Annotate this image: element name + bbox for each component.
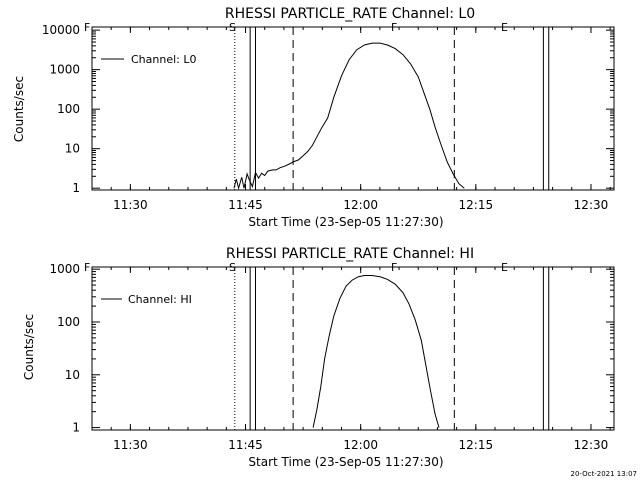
x-tick-label: 11:30: [113, 438, 148, 452]
y-tick-label: 1000: [49, 63, 80, 77]
marker-F-right: F: [391, 21, 397, 34]
x-tick-label: 11:45: [228, 198, 263, 212]
marker-F-left: F: [84, 21, 90, 34]
x-axis-label: Start Time (23-Sep-05 11:27:30): [248, 455, 443, 469]
marker-S: S: [229, 261, 236, 274]
legend-label: Channel: HI: [128, 293, 192, 306]
marker-E: E: [501, 21, 508, 34]
series-line: [312, 275, 440, 428]
y-axis-label: Counts/sec: [12, 76, 26, 142]
plot-frame: [91, 266, 615, 431]
legend-label: Channel: L0: [131, 53, 197, 66]
x-tick-label: 11:30: [113, 198, 148, 212]
y-tick-label: 100: [57, 315, 80, 329]
marker-F-right: F: [391, 261, 397, 274]
x-tick-label: 12:30: [574, 438, 609, 452]
y-tick-label: 1: [72, 181, 80, 195]
y-tick-label: 100: [57, 102, 80, 116]
marker-E: E: [501, 261, 508, 274]
panel-lo: RHESSI PARTICLE_RATE Channel: L0 Counts/…: [12, 6, 615, 229]
y-tick-label: 1: [72, 421, 80, 435]
panel-hi: RHESSI PARTICLE_RATE Channel: HI Counts/…: [22, 246, 615, 469]
x-tick-label: 12:15: [459, 198, 494, 212]
chart-title: RHESSI PARTICLE_RATE Channel: L0: [225, 6, 475, 22]
x-tick-label: 12:30: [574, 198, 609, 212]
x-axis-label: Start Time (23-Sep-05 11:27:30): [248, 215, 443, 229]
x-tick-label: 12:00: [343, 198, 378, 212]
y-axis-label: Counts/sec: [22, 314, 36, 380]
y-tick-label: 10000: [42, 23, 80, 37]
series-line: [233, 42, 465, 191]
y-tick-label: 1000: [49, 262, 80, 276]
y-tick-label: 10: [65, 142, 80, 156]
plot-frame: [91, 26, 615, 191]
y-tick-label: 10: [65, 368, 80, 382]
marker-S: S: [229, 21, 236, 34]
x-tick-label: 12:00: [343, 438, 378, 452]
chart-title: RHESSI PARTICLE_RATE Channel: HI: [226, 246, 474, 262]
footer-timestamp: 20-Oct-2021 13:07: [571, 470, 637, 478]
x-tick-label: 12:15: [459, 438, 494, 452]
x-tick-label: 11:45: [228, 438, 263, 452]
marker-F-left: F: [84, 261, 90, 274]
